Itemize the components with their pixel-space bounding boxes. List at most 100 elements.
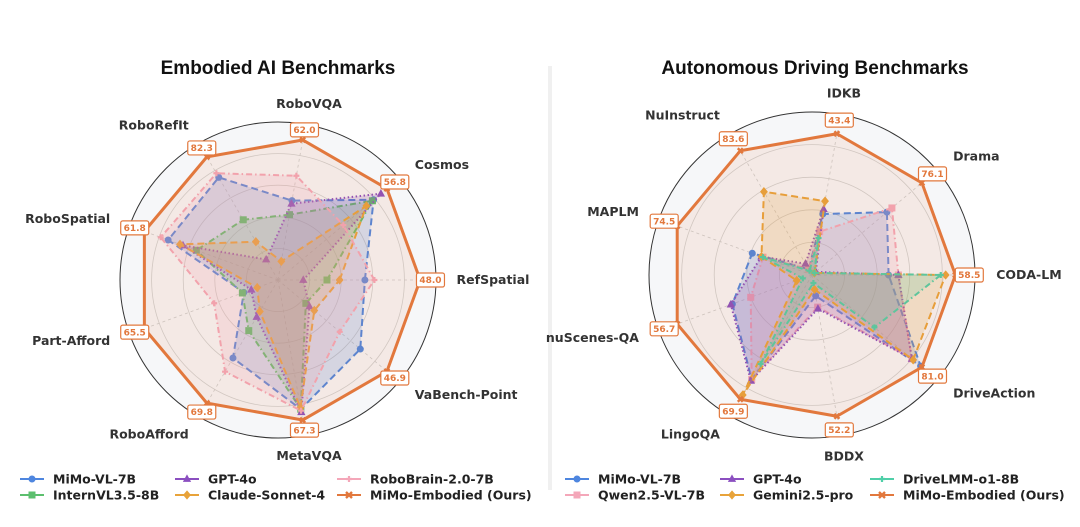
data-point (812, 292, 820, 300)
legend-marker (183, 490, 191, 500)
value-label-box (380, 174, 410, 190)
data-point (298, 407, 305, 414)
legend-item: RoboBrain-2.0-7B (337, 472, 494, 487)
legend-item: Claude-Sonnet-4 (175, 488, 325, 503)
legend-label: Claude-Sonnet-4 (208, 488, 325, 503)
data-point (736, 395, 744, 403)
legend-label: Gemini2.5-pro (753, 488, 854, 503)
value-label-box (718, 131, 748, 147)
legend-item: InternVL3.5-8B (20, 488, 159, 503)
value-label: 46.9 (384, 374, 406, 384)
data-point (286, 211, 294, 219)
series-area (181, 192, 382, 414)
data-point (192, 246, 200, 254)
axis-spoke (198, 142, 279, 281)
value-label-box (649, 321, 679, 337)
data-point (833, 412, 841, 420)
data-point (362, 201, 371, 211)
data-point (253, 282, 262, 293)
data-point (871, 324, 878, 331)
value-label: 69.8 (191, 408, 213, 418)
value-label-box (187, 140, 217, 156)
series-area (749, 206, 913, 381)
legend-label: MiMo-Embodied (Ours) (903, 488, 1065, 503)
data-point (909, 355, 918, 365)
legend-marker (728, 490, 736, 500)
data-point (356, 345, 364, 353)
legend-marker (573, 491, 581, 499)
data-point (736, 147, 744, 155)
value-label: 48.0 (419, 276, 441, 286)
data-point (368, 197, 376, 205)
value-label: 56.8 (384, 178, 406, 188)
series-area (179, 204, 368, 409)
value-label-box (917, 368, 948, 384)
legend-label: MiMo-VL-7B (598, 472, 681, 487)
data-point (340, 222, 347, 229)
value-label-box (824, 422, 854, 438)
data-point (371, 277, 378, 283)
value-label-box (415, 272, 446, 288)
axis-label: IDKB (827, 86, 861, 101)
value-label: 62.0 (293, 126, 315, 136)
legend-item: Gemini2.5-pro (720, 488, 854, 503)
axis-label: MetaVQA (276, 448, 342, 463)
data-point (211, 300, 218, 307)
series-area (731, 211, 922, 381)
value-label: 81.0 (921, 372, 943, 382)
legend-item: MiMo-VL-7B (565, 472, 681, 487)
data-point (277, 256, 286, 267)
data-point (251, 237, 260, 247)
legend-label: DriveLMM-o1-8B (903, 472, 1019, 487)
data-point (299, 275, 308, 283)
legend-label: MiMo-Embodied (Ours) (370, 488, 532, 503)
data-point (239, 216, 247, 224)
data-point (792, 275, 801, 286)
data-point (759, 187, 768, 197)
value-label: 76.1 (921, 170, 943, 180)
legend-label: Qwen2.5-VL-7B (598, 488, 705, 503)
data-point (262, 254, 271, 263)
axis-spoke (129, 225, 279, 281)
value-label: 69.9 (722, 407, 744, 417)
legend-marker (879, 476, 885, 482)
data-point (176, 239, 184, 250)
legend-marker (28, 475, 36, 483)
legend-marker (182, 474, 192, 482)
value-label-box (289, 122, 320, 138)
legend-label: RoboBrain-2.0-7B (370, 472, 494, 487)
value-label: 56.7 (653, 325, 675, 335)
value-label: 43.4 (828, 116, 850, 126)
divider (548, 66, 552, 490)
legend-item: GPT-4o (175, 472, 257, 487)
data-point (376, 189, 386, 197)
legend-label: InternVL3.5-8B (53, 488, 159, 503)
legend-marker (878, 491, 886, 499)
data-point (813, 304, 823, 312)
axis-spoke (198, 279, 279, 418)
data-point (759, 254, 766, 261)
axis-label: Part-Afford (32, 333, 110, 348)
data-point (937, 272, 944, 278)
data-point (747, 293, 755, 301)
value-label-box (120, 220, 150, 236)
data-point (888, 204, 896, 212)
legend-marker (573, 475, 581, 483)
value-label: 67.3 (293, 426, 315, 436)
series-area (167, 176, 375, 411)
value-label-box (120, 324, 150, 340)
data-point (833, 130, 841, 138)
axis-label: LingoQA (661, 427, 720, 442)
legend-item: GPT-4o (720, 472, 802, 487)
data-point (255, 306, 264, 317)
axis-label: RoboAfford (109, 427, 188, 442)
data-point (310, 305, 319, 316)
data-point (941, 270, 950, 280)
axis-label: CODA-LM (996, 267, 1061, 282)
data-point (726, 299, 735, 308)
legend-item: MiMo-VL-7B (20, 472, 136, 487)
axis-label: BDDX (824, 448, 864, 463)
legend-label: MiMo-VL-7B (53, 472, 136, 487)
data-point (748, 249, 756, 257)
